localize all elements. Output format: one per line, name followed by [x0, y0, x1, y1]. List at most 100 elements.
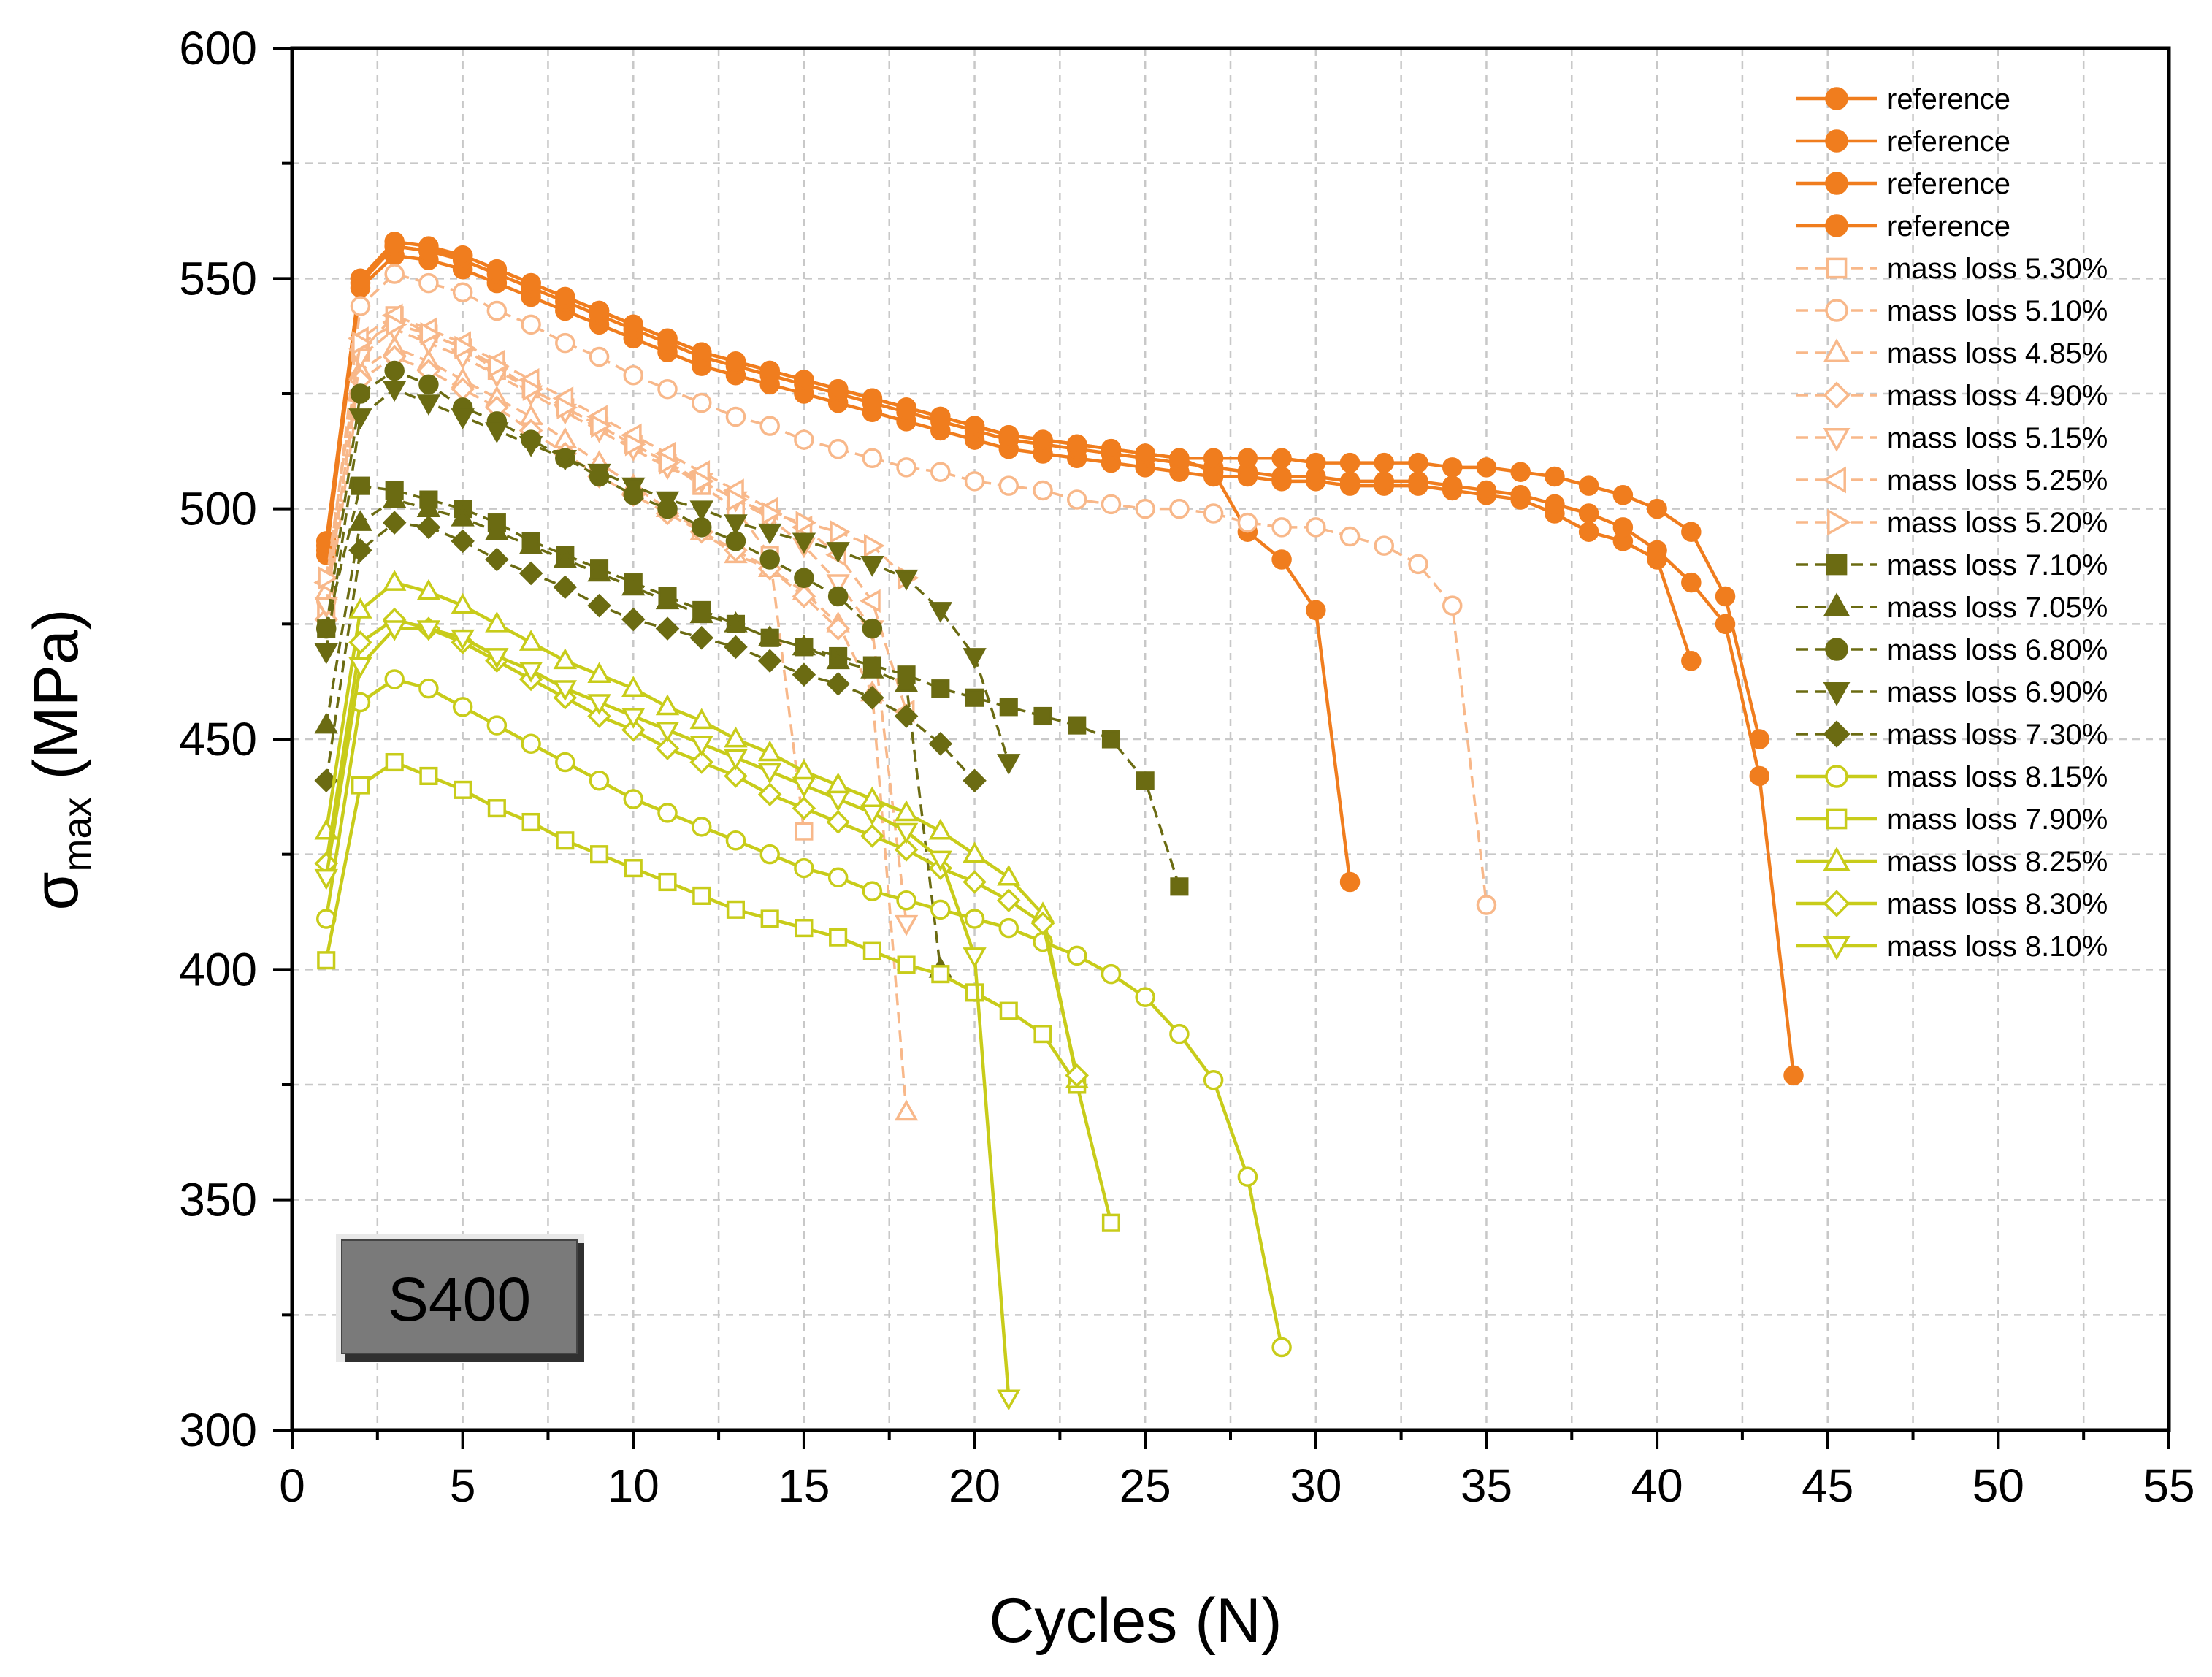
y-tick-label: 550 [179, 252, 257, 305]
x-tick-label: 15 [778, 1459, 830, 1512]
data-point [623, 314, 644, 335]
legend-item: reference [1796, 210, 2010, 242]
data-point [348, 630, 372, 654]
data-point [587, 704, 611, 728]
data-point [757, 649, 782, 673]
data-point [1578, 503, 1599, 524]
data-point [485, 611, 509, 633]
data-point [1068, 716, 1087, 735]
data-point [894, 800, 919, 822]
data-point [382, 381, 407, 402]
data-point [1749, 729, 1770, 749]
data-point [998, 917, 1019, 939]
data-point [623, 365, 644, 386]
legend-item: mass loss 7.90% [1796, 803, 2108, 836]
data-point [998, 425, 1019, 446]
data-point [1101, 494, 1122, 515]
data-point [1271, 448, 1292, 469]
data-point [1408, 554, 1428, 575]
axes: 0 5 10 15 20 25 30 35 40 45 50 55 300 350 400 450 500 550… [179, 22, 2194, 1512]
data-point [896, 890, 916, 911]
data-point [348, 408, 372, 429]
data-point [1510, 484, 1531, 505]
data-point [860, 657, 884, 679]
data-point [658, 872, 677, 892]
data-point [757, 624, 782, 646]
data-point [1203, 1069, 1224, 1090]
data-point [1681, 572, 1702, 593]
data-point [1271, 549, 1292, 570]
data-point [894, 1099, 919, 1121]
data-point [1065, 1063, 1090, 1088]
data-point [1169, 498, 1190, 519]
data-point [553, 648, 578, 670]
data-point [1237, 448, 1258, 469]
legend-item: mass loss 8.15% [1796, 761, 2108, 793]
legend-item: mass loss 5.30% [1796, 253, 2108, 285]
legend-swatch-marker [1823, 936, 1851, 960]
data-point [350, 296, 371, 316]
data-point [486, 259, 508, 280]
series-line [324, 272, 1488, 906]
data-point [794, 429, 814, 450]
data-point [897, 955, 916, 974]
data-point [964, 471, 985, 492]
data-point [553, 680, 578, 701]
data-point [1578, 522, 1599, 542]
data-point [1612, 517, 1634, 538]
data-point [418, 678, 439, 699]
data-point [830, 520, 851, 544]
data-point [997, 754, 1021, 775]
legend-item: reference [1796, 83, 2010, 115]
data-point [963, 947, 987, 969]
data-point [725, 351, 746, 372]
data-point [518, 561, 543, 586]
data-point [489, 354, 510, 378]
data-point [522, 377, 544, 401]
data-point [860, 589, 881, 613]
data-point [1647, 498, 1667, 519]
data-point [655, 588, 680, 610]
x-tick-label: 30 [1290, 1459, 1342, 1512]
data-point [659, 451, 681, 475]
series-6 [315, 264, 1497, 915]
x-tick-label: 0 [279, 1459, 305, 1512]
legend-swatch-marker [1827, 508, 1851, 536]
data-point [1476, 895, 1497, 915]
data-point [862, 388, 883, 409]
data-point [1066, 489, 1087, 510]
data-point [759, 844, 780, 865]
legend: reference reference reference reference mass… [1796, 83, 2108, 963]
data-point [759, 360, 780, 381]
legend-label: mass loss 5.15% [1887, 422, 2108, 454]
data-point [864, 533, 885, 558]
data-point [350, 383, 371, 404]
legend-item: reference [1796, 126, 2010, 158]
data-point [451, 408, 475, 429]
data-point [518, 662, 543, 683]
data-point [589, 300, 610, 321]
data-point [317, 951, 336, 970]
series-20 [314, 607, 1090, 1088]
data-point [727, 487, 749, 512]
legend-label: mass loss 5.30% [1887, 253, 2108, 285]
data-point [894, 914, 919, 936]
y-axis-title: σmax (MPa) [21, 608, 99, 910]
data-point [931, 679, 950, 698]
y-tick-label: 300 [179, 1404, 257, 1456]
data-point [724, 611, 748, 633]
data-point [384, 264, 405, 284]
data-point [894, 822, 919, 844]
data-point [416, 515, 441, 540]
data-point [451, 529, 475, 554]
data-point [862, 881, 883, 901]
data-point [382, 620, 407, 642]
y-tick-label: 450 [179, 713, 257, 765]
data-point [553, 546, 578, 568]
data-point [621, 477, 646, 499]
legend-label: mass loss 4.85% [1887, 337, 2108, 370]
data-point [996, 888, 1021, 913]
data-point [896, 397, 916, 418]
data-point [862, 941, 881, 960]
data-point [384, 236, 405, 256]
